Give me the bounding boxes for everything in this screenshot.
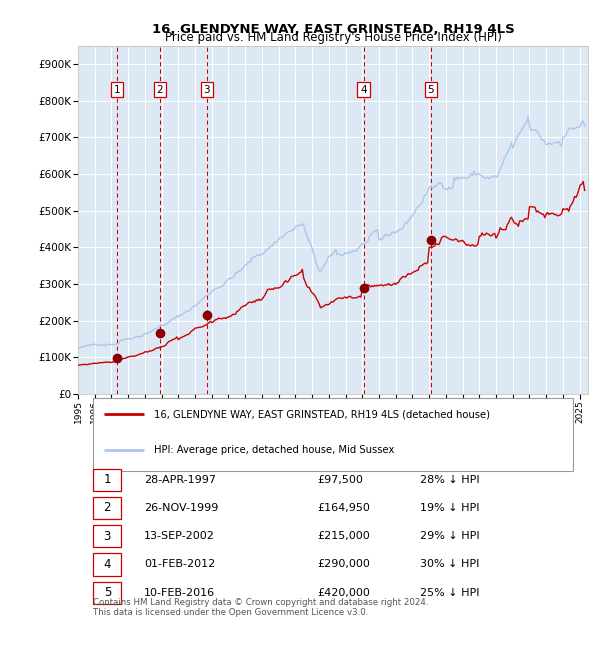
Text: 3: 3 <box>203 84 210 94</box>
FancyBboxPatch shape <box>94 469 121 491</box>
FancyBboxPatch shape <box>94 582 121 604</box>
Text: £420,000: £420,000 <box>318 588 371 598</box>
Text: 13-SEP-2002: 13-SEP-2002 <box>145 531 215 541</box>
Text: 01-FEB-2012: 01-FEB-2012 <box>145 560 215 569</box>
Text: 16, GLENDYNE WAY, EAST GRINSTEAD, RH19 4LS (detached house): 16, GLENDYNE WAY, EAST GRINSTEAD, RH19 4… <box>155 409 491 419</box>
Text: 3: 3 <box>104 530 111 543</box>
Text: 26-NOV-1999: 26-NOV-1999 <box>145 503 218 513</box>
Text: HPI: Average price, detached house, Mid Sussex: HPI: Average price, detached house, Mid … <box>155 445 395 456</box>
Text: £290,000: £290,000 <box>318 560 371 569</box>
Text: 4: 4 <box>360 84 367 94</box>
Text: 28% ↓ HPI: 28% ↓ HPI <box>420 474 479 485</box>
FancyBboxPatch shape <box>94 398 573 471</box>
Text: 30% ↓ HPI: 30% ↓ HPI <box>420 560 479 569</box>
FancyBboxPatch shape <box>94 525 121 547</box>
Text: 10-FEB-2016: 10-FEB-2016 <box>145 588 215 598</box>
Text: 5: 5 <box>104 586 111 599</box>
Text: 19% ↓ HPI: 19% ↓ HPI <box>420 503 479 513</box>
Text: 2: 2 <box>157 84 163 94</box>
Text: 1: 1 <box>113 84 120 94</box>
Text: 29% ↓ HPI: 29% ↓ HPI <box>420 531 479 541</box>
Text: 1: 1 <box>104 473 111 486</box>
Title: Price paid vs. HM Land Registry's House Price Index (HPI): Price paid vs. HM Land Registry's House … <box>164 31 502 44</box>
Text: 4: 4 <box>104 558 111 571</box>
Text: 2: 2 <box>104 501 111 514</box>
Text: 25% ↓ HPI: 25% ↓ HPI <box>420 588 479 598</box>
Text: 5: 5 <box>428 84 434 94</box>
Text: £164,950: £164,950 <box>318 503 371 513</box>
Text: Contains HM Land Registry data © Crown copyright and database right 2024.
This d: Contains HM Land Registry data © Crown c… <box>94 598 429 618</box>
Text: £215,000: £215,000 <box>318 531 370 541</box>
Text: 28-APR-1997: 28-APR-1997 <box>145 474 217 485</box>
FancyBboxPatch shape <box>94 553 121 575</box>
Text: 16, GLENDYNE WAY, EAST GRINSTEAD, RH19 4LS: 16, GLENDYNE WAY, EAST GRINSTEAD, RH19 4… <box>152 23 514 36</box>
Text: £97,500: £97,500 <box>318 474 364 485</box>
FancyBboxPatch shape <box>94 497 121 519</box>
